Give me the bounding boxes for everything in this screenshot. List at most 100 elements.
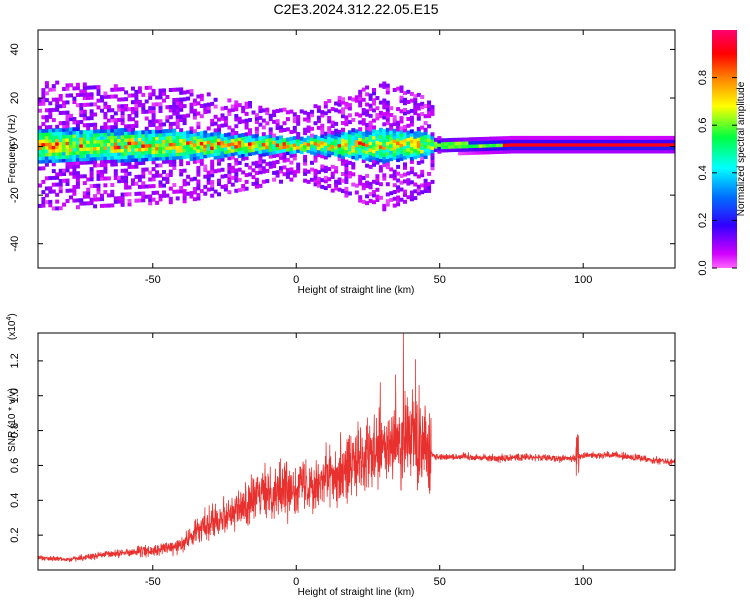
heatmap-cell — [75, 93, 80, 97]
heatmap-cell — [382, 122, 387, 127]
heatmap-cell — [334, 121, 339, 126]
heatmap-cell — [399, 173, 404, 178]
heatmap-cell — [403, 155, 407, 160]
heatmap-cell — [316, 142, 321, 147]
heatmap-cell — [537, 149, 542, 154]
heatmap-cell — [41, 145, 46, 150]
heatmap-cell — [368, 158, 373, 163]
heatmap-cell — [613, 146, 617, 151]
heatmap-cell — [82, 116, 87, 121]
heatmap-cell — [378, 114, 383, 119]
heatmap-cell — [41, 132, 46, 137]
heatmap-cell — [86, 123, 91, 128]
snr-x-tick-label: 0 — [293, 576, 299, 588]
heatmap-cell — [120, 196, 125, 200]
heatmap-cell — [234, 171, 239, 176]
heatmap-cell — [58, 134, 63, 139]
heatmap-cell — [420, 152, 425, 157]
heatmap-cell — [151, 122, 156, 127]
heatmap-cell — [127, 93, 132, 98]
heatmap-cell — [392, 152, 397, 157]
heatmap-cell — [79, 150, 84, 155]
heatmap-cell — [520, 142, 525, 147]
heatmap-cell — [175, 121, 180, 126]
heatmap-cell — [96, 149, 101, 154]
heatmap-cell — [468, 140, 473, 145]
heatmap-cell — [330, 120, 335, 125]
heatmap-cell — [427, 185, 432, 190]
heatmap-cell — [406, 134, 411, 138]
heatmap-cell — [65, 154, 70, 159]
heatmap-cell — [423, 148, 428, 153]
heatmap-cell — [279, 179, 283, 184]
heatmap-cell — [86, 95, 91, 100]
heatmap-cell — [65, 182, 70, 186]
heatmap-cell — [320, 167, 325, 172]
spectrogram-x-axis-label: Height of straight line (km) — [298, 285, 415, 296]
heatmap-cell — [151, 92, 156, 97]
heatmap-cell — [372, 135, 376, 140]
heatmap-cell — [168, 149, 173, 154]
heatmap-cell — [127, 114, 132, 118]
heatmap-cell — [564, 149, 569, 154]
heatmap-cell — [337, 153, 342, 158]
heatmap-cell — [196, 155, 201, 160]
heatmap-cell — [354, 146, 359, 151]
heatmap-cell — [93, 194, 98, 199]
heatmap-cell — [654, 139, 659, 144]
heatmap-cell — [134, 96, 139, 101]
heatmap-cell — [248, 165, 252, 170]
heatmap-cell — [337, 140, 342, 145]
heatmap-cell — [103, 135, 108, 140]
heatmap-cell — [206, 150, 211, 155]
heatmap-cell — [223, 184, 228, 189]
heatmap-cell — [155, 153, 160, 158]
heatmap-cell — [530, 149, 535, 154]
heatmap-cell — [406, 100, 411, 104]
heatmap-cell — [272, 153, 277, 158]
heatmap-cell — [396, 86, 401, 91]
heatmap-cell — [220, 157, 225, 162]
heatmap-cell — [234, 161, 239, 166]
heatmap-cell — [389, 147, 394, 151]
heatmap-cell — [41, 98, 46, 103]
heatmap-cell — [210, 122, 215, 127]
heatmap-cell — [69, 113, 73, 118]
heatmap-cell — [172, 104, 177, 109]
heatmap-cell — [492, 139, 497, 144]
heatmap-cell — [396, 120, 401, 125]
heatmap-cell — [38, 156, 42, 161]
heatmap-cell — [100, 163, 104, 168]
heatmap-cell — [134, 151, 139, 156]
heatmap-cell — [368, 103, 373, 108]
heatmap-cell — [547, 149, 552, 154]
heatmap-cell — [237, 103, 242, 108]
heatmap-cell — [137, 191, 142, 196]
heatmap-cell — [575, 135, 580, 140]
heatmap-cell — [258, 109, 263, 114]
heatmap-cell — [368, 124, 373, 129]
heatmap-cell — [89, 133, 94, 138]
heatmap-cell — [358, 120, 363, 125]
heatmap-cell — [468, 147, 473, 152]
heatmap-cell — [203, 167, 208, 172]
heatmap-cell — [372, 190, 376, 194]
heatmap-cell — [254, 116, 259, 121]
heatmap-cell — [230, 182, 235, 187]
heatmap-cell — [409, 119, 414, 124]
heatmap-cell — [203, 147, 208, 152]
heatmap-cell — [282, 155, 287, 160]
heatmap-cell — [158, 105, 163, 110]
snr-x-ticks: -50 0 50 100 — [145, 333, 592, 588]
heatmap-cell — [551, 149, 555, 154]
heatmap-cell — [151, 129, 156, 134]
heatmap-cell — [199, 134, 204, 139]
heatmap-cell — [454, 144, 459, 149]
heatmap-cell — [51, 131, 56, 136]
heatmap-cell — [196, 196, 201, 201]
heatmap-cell — [96, 163, 101, 168]
heatmap-cell — [637, 139, 642, 144]
heatmap-cell — [189, 177, 194, 182]
heatmap-cell — [365, 146, 370, 151]
